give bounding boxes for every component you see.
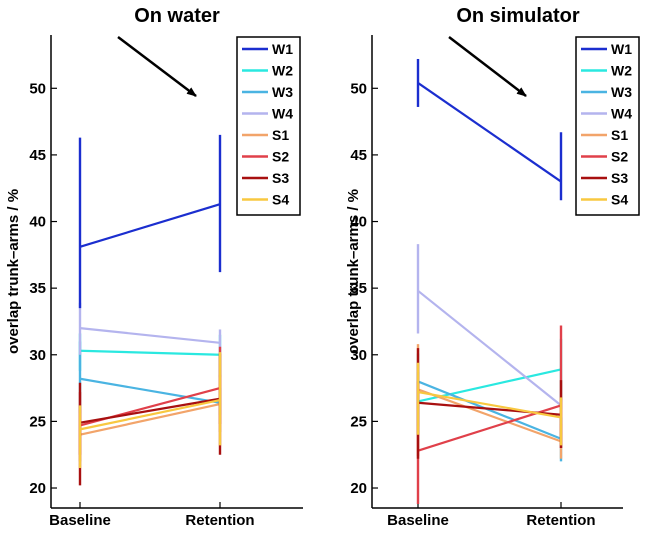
legend-label: W2 bbox=[272, 63, 293, 79]
series-line bbox=[79, 402, 221, 436]
series-w4 bbox=[78, 302, 222, 358]
legend-label: S4 bbox=[611, 192, 628, 208]
legend-label: S2 bbox=[611, 149, 628, 165]
x-tick-label: Retention bbox=[526, 512, 595, 529]
series-line bbox=[79, 377, 221, 404]
series-line bbox=[79, 349, 221, 356]
y-axis-label: overlap trunk–arms / % bbox=[345, 189, 362, 354]
legend-box bbox=[236, 36, 301, 216]
legend-label: W4 bbox=[611, 106, 632, 122]
y-tick-label: 30 bbox=[350, 347, 367, 364]
series-line bbox=[79, 327, 221, 344]
y-tick-label: 40 bbox=[350, 214, 367, 231]
y-tick-label: 35 bbox=[350, 280, 367, 297]
y-tick-label: 35 bbox=[29, 280, 46, 297]
y-tick-label: 25 bbox=[29, 413, 46, 430]
legend-label: S1 bbox=[611, 127, 628, 143]
legend-label: S4 bbox=[272, 192, 289, 208]
chart-panel-1: On water overlap trunk–arms / % 20 25 30 35 40… bbox=[5, 5, 303, 529]
series-s4 bbox=[416, 362, 563, 446]
series-s4 bbox=[78, 352, 222, 469]
series-line bbox=[79, 203, 221, 248]
legend-label: W1 bbox=[611, 41, 632, 57]
x-tick-label: Baseline bbox=[49, 512, 111, 529]
panel-title: On simulator bbox=[456, 5, 580, 27]
legend-label: W3 bbox=[611, 84, 632, 100]
panel-title: On water bbox=[134, 5, 220, 27]
y-tick-label: 50 bbox=[350, 80, 367, 97]
series-line bbox=[417, 380, 562, 440]
series-w1 bbox=[78, 134, 222, 309]
y-tick-label: 20 bbox=[29, 480, 46, 497]
legend-label: W1 bbox=[272, 41, 293, 57]
x-tick-label: Baseline bbox=[387, 512, 449, 529]
legend-label: S1 bbox=[272, 127, 289, 143]
legend: W1 W2 W3 W4 S1 S2 S3 S4 bbox=[575, 36, 640, 216]
series-s3 bbox=[416, 348, 563, 459]
legend-label: W3 bbox=[272, 84, 293, 100]
y-axis-label: overlap trunk–arms / % bbox=[5, 189, 22, 354]
legend-label: S2 bbox=[272, 149, 289, 165]
legend: W1 W2 W3 W4 S1 S2 S3 S4 bbox=[236, 36, 301, 216]
legend-label: W4 bbox=[272, 106, 293, 122]
legend-box bbox=[575, 36, 640, 216]
series-s1 bbox=[416, 344, 563, 459]
series-w1 bbox=[416, 58, 563, 201]
trend-arrow bbox=[117, 36, 197, 97]
chart-panel-2: On simulator overlap trunk–arms / % 20 25 30… bbox=[345, 5, 640, 529]
series-line bbox=[79, 397, 221, 424]
trend-arrow bbox=[448, 36, 527, 97]
y-tick-label: 45 bbox=[29, 147, 46, 164]
series-line bbox=[79, 398, 221, 431]
series-s2 bbox=[78, 346, 222, 455]
series-line bbox=[417, 388, 562, 443]
y-tick-label: 45 bbox=[350, 147, 367, 164]
y-tick-label: 20 bbox=[350, 480, 367, 497]
y-tick-label: 30 bbox=[29, 347, 46, 364]
series-line bbox=[417, 289, 562, 407]
legend-label: W2 bbox=[611, 63, 632, 79]
series-w3 bbox=[416, 353, 563, 462]
y-tick-label: 40 bbox=[29, 214, 46, 231]
y-tick-label: 25 bbox=[350, 413, 367, 430]
series-line bbox=[417, 82, 562, 183]
legend-label: S3 bbox=[272, 170, 289, 186]
x-tick-label: Retention bbox=[185, 512, 254, 529]
y-tick-label: 50 bbox=[29, 80, 46, 97]
legend-label: S3 bbox=[611, 170, 628, 186]
series-line bbox=[417, 390, 562, 419]
